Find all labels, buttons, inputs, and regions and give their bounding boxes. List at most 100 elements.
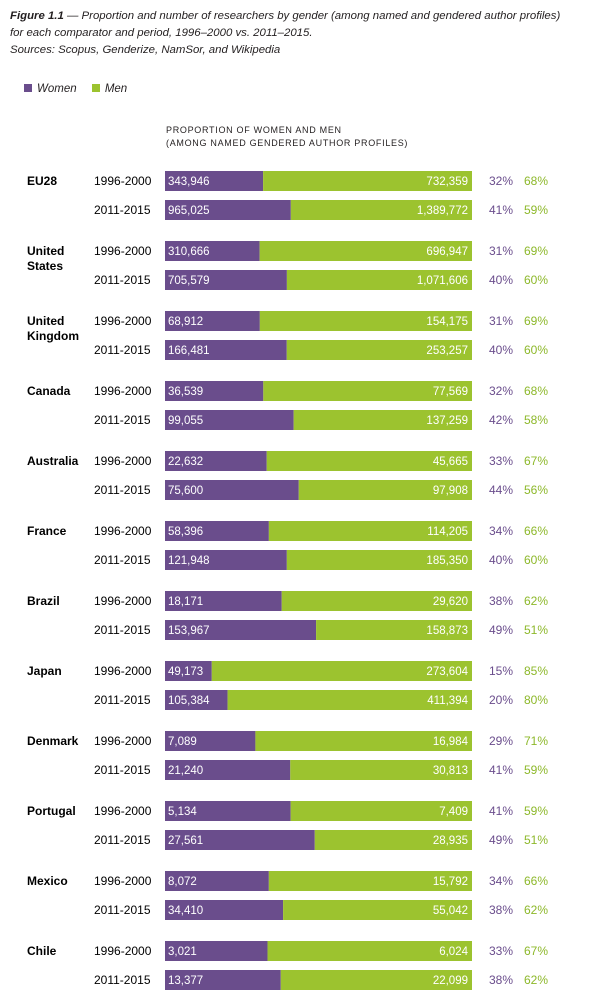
bar-men xyxy=(266,451,472,471)
bar-women xyxy=(165,410,294,430)
caption-line-2: for each comparator and period, 1996–200… xyxy=(10,27,313,39)
pct-label-men: 60% xyxy=(524,343,548,357)
pct-label-men: 58% xyxy=(524,413,548,427)
period-label: 1996-2000 xyxy=(94,174,152,188)
period-label: 1996-2000 xyxy=(94,664,152,678)
legend-swatch-men xyxy=(91,84,100,92)
value-label-women: 49,173 xyxy=(168,666,203,678)
pct-label-men: 69% xyxy=(524,314,548,328)
value-label-women: 105,384 xyxy=(168,695,210,707)
value-label-women: 705,579 xyxy=(168,275,210,287)
pct-label-women: 41% xyxy=(489,763,513,777)
legend-label-women: Women xyxy=(37,83,77,95)
pct-label-women: 34% xyxy=(489,874,513,888)
value-label-men: 97,908 xyxy=(433,485,468,497)
period-label: 2011-2015 xyxy=(94,693,151,707)
bar-women xyxy=(165,830,315,850)
period-label: 2011-2015 xyxy=(94,903,151,917)
value-label-men: 7,409 xyxy=(439,806,468,818)
pct-label-men: 60% xyxy=(524,273,548,287)
value-label-men: 253,257 xyxy=(426,345,468,357)
bar-men xyxy=(286,550,472,570)
pct-label-men: 56% xyxy=(524,483,548,497)
figure-caption: Figure 1.1 — Proportion and number of re… xyxy=(10,8,580,59)
value-label-women: 68,912 xyxy=(168,316,203,328)
pct-label-men: 59% xyxy=(524,203,548,217)
pct-label-women: 42% xyxy=(489,413,513,427)
period-label: 1996-2000 xyxy=(94,874,152,888)
country-label: France xyxy=(27,524,67,538)
bar-women xyxy=(165,340,287,360)
value-label-men: 411,394 xyxy=(427,695,468,707)
pct-label-men: 66% xyxy=(524,874,548,888)
value-label-women: 34,410 xyxy=(168,905,203,917)
bar-men xyxy=(263,381,472,401)
bar-women xyxy=(165,200,291,220)
bar-men xyxy=(316,620,472,640)
bar-women xyxy=(165,970,281,990)
value-label-women: 99,055 xyxy=(168,415,203,427)
bar-women xyxy=(165,871,269,891)
bar-men xyxy=(290,760,472,780)
legend-swatch-women xyxy=(24,84,32,92)
bar-women xyxy=(165,591,282,611)
bar-men xyxy=(298,480,472,500)
bar-men xyxy=(314,830,472,850)
bar-women xyxy=(165,311,260,331)
pct-label-men: 67% xyxy=(524,944,548,958)
period-label: 2011-2015 xyxy=(94,273,151,287)
bar-men xyxy=(286,270,472,290)
country-label: States xyxy=(27,259,63,273)
pct-label-men: 62% xyxy=(524,903,548,917)
bar-men xyxy=(227,690,472,710)
bar-men xyxy=(255,731,472,751)
value-label-women: 22,632 xyxy=(168,456,203,468)
country-label: Kingdom xyxy=(27,329,79,343)
bar-men xyxy=(283,900,472,920)
bar-women xyxy=(165,690,228,710)
pct-label-women: 20% xyxy=(489,693,513,707)
pct-label-women: 41% xyxy=(489,203,513,217)
pct-label-men: 59% xyxy=(524,804,548,818)
value-label-men: 77,569 xyxy=(433,386,468,398)
bar-women xyxy=(165,620,317,640)
value-label-women: 153,967 xyxy=(168,625,210,637)
bar-women xyxy=(165,521,269,541)
bar-men xyxy=(259,311,472,331)
pct-label-men: 51% xyxy=(524,833,548,847)
period-label: 1996-2000 xyxy=(94,244,152,258)
period-label: 2011-2015 xyxy=(94,343,151,357)
pct-label-women: 32% xyxy=(489,384,513,398)
value-label-women: 18,171 xyxy=(168,596,203,608)
country-label: Brazil xyxy=(27,594,60,608)
pct-label-men: 66% xyxy=(524,524,548,538)
period-label: 1996-2000 xyxy=(94,454,152,468)
pct-label-women: 44% xyxy=(489,483,513,497)
value-label-men: 6,024 xyxy=(439,946,468,958)
bar-men xyxy=(281,591,472,611)
value-label-women: 36,539 xyxy=(168,386,203,398)
value-label-women: 166,481 xyxy=(168,345,210,357)
pct-label-men: 51% xyxy=(524,623,548,637)
bar-women xyxy=(165,900,284,920)
bar-men xyxy=(268,871,472,891)
value-label-men: 45,665 xyxy=(433,456,468,468)
bar-women xyxy=(165,941,268,961)
pct-label-men: 62% xyxy=(524,594,548,608)
value-label-women: 75,600 xyxy=(168,485,203,497)
caption-sources: Sources: Scopus, Genderize, NamSor, and … xyxy=(10,44,281,56)
period-label: 2011-2015 xyxy=(94,763,151,777)
period-label: 2011-2015 xyxy=(94,203,151,217)
period-label: 1996-2000 xyxy=(94,734,152,748)
pct-label-women: 31% xyxy=(489,244,513,258)
period-label: 1996-2000 xyxy=(94,524,152,538)
pct-label-men: 71% xyxy=(524,734,548,748)
value-label-men: 114,205 xyxy=(427,526,468,538)
period-label: 2011-2015 xyxy=(94,553,151,567)
pct-label-women: 32% xyxy=(489,174,513,188)
caption-dash: — xyxy=(66,10,79,22)
pct-label-women: 29% xyxy=(489,734,513,748)
pct-label-men: 62% xyxy=(524,973,548,987)
pct-label-women: 31% xyxy=(489,314,513,328)
